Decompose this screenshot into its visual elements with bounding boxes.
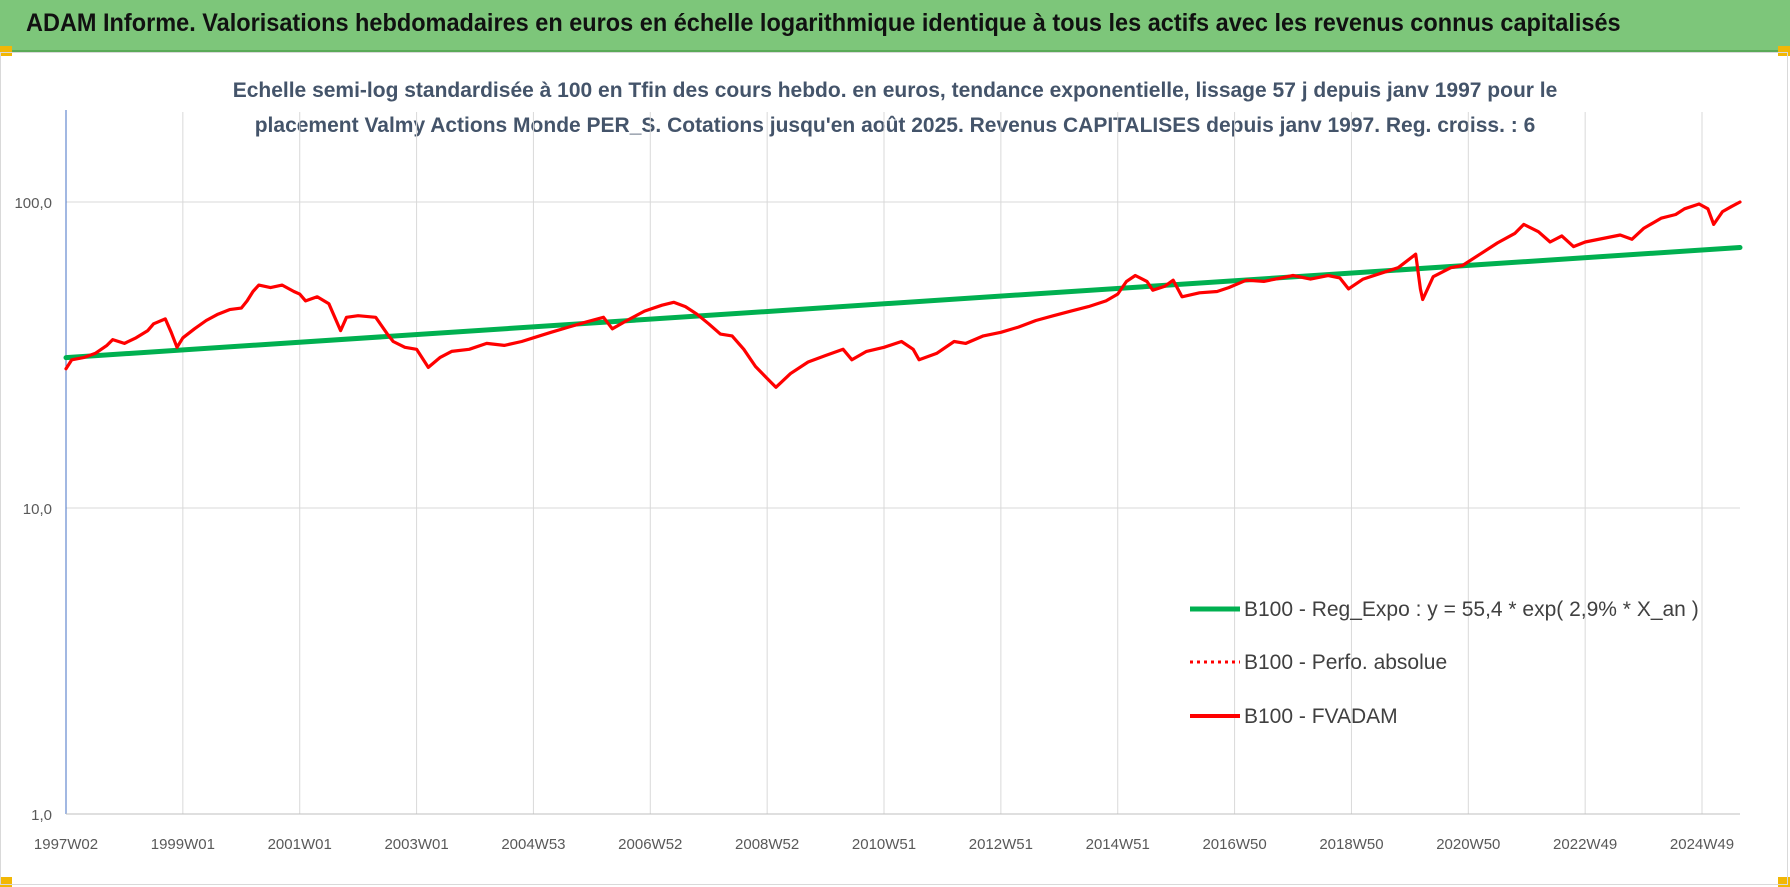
corner-marker (1778, 46, 1790, 56)
x-tick-label: 1999W01 (151, 836, 215, 853)
x-tick-label: 2008W52 (735, 836, 799, 853)
x-tick-label: 2016W50 (1202, 836, 1266, 853)
x-tick-label: 2006W52 (618, 836, 682, 853)
page-title: ADAM Informe. Valorisations hebdomadaire… (26, 9, 1621, 37)
y-tick-label: 1,0 (31, 807, 52, 824)
x-tick-label: 2022W49 (1553, 836, 1617, 853)
chart-area (0, 52, 1788, 885)
x-tick-label: 2010W51 (852, 836, 916, 853)
x-tick-label: 1997W02 (34, 836, 98, 853)
x-tick-label: 2018W50 (1319, 836, 1383, 853)
y-tick-label: 100,0 (14, 195, 52, 212)
chart-title-line-2: placement Valmy Actions Monde PER_S. Cot… (254, 114, 1536, 137)
x-tick-label: 2012W51 (969, 836, 1033, 853)
legend-label-3: B100 - FVADAM (1244, 705, 1398, 728)
header-bar: ADAM Informe. Valorisations hebdomadaire… (0, 0, 1790, 52)
x-tick-label: 2001W01 (268, 836, 332, 853)
x-tick-label: 2020W50 (1436, 836, 1500, 853)
x-tick-label: 2014W51 (1086, 836, 1150, 853)
corner-marker (0, 46, 12, 56)
series-line-3 (64, 200, 1742, 389)
chart-title-line-1: Echelle semi-log standardisée à 100 en T… (232, 79, 1558, 102)
x-tick-label: 2003W01 (384, 836, 448, 853)
y-tick-label: 10,0 (23, 501, 52, 518)
legend-label-2: B100 - Perfo. absolue (1244, 651, 1447, 674)
corner-marker (1778, 877, 1790, 887)
corner-marker (0, 877, 12, 887)
x-tick-label: 2024W49 (1670, 836, 1734, 853)
x-tick-label: 2004W53 (501, 836, 565, 853)
legend-label-1: B100 - Reg_Expo : y = 55,4 * exp( 2,9% *… (1244, 598, 1699, 621)
